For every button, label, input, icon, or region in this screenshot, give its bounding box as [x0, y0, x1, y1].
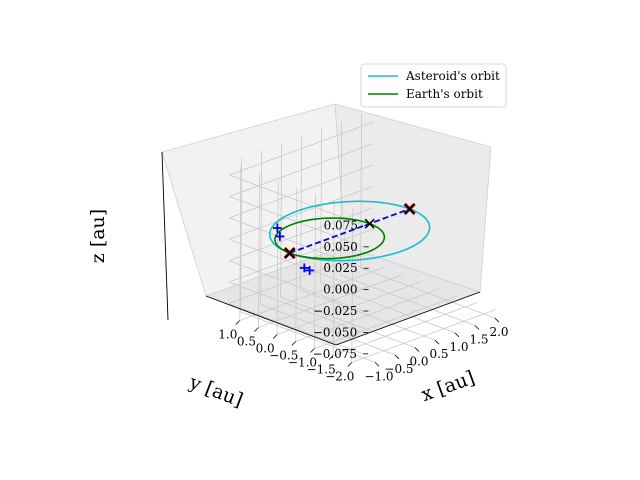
- x-tick-label: 0.5: [429, 347, 448, 361]
- plus-marker: [299, 263, 309, 273]
- z-tick-label: −0.075: [313, 347, 357, 361]
- legend-label-asteroid: Asteroid's orbit: [405, 69, 500, 83]
- y-tick-mark: [328, 355, 334, 360]
- y-tick-label: −2.0: [325, 369, 354, 383]
- x-tick-label: 1.5: [469, 333, 488, 347]
- x-axis-label: x [au]: [418, 367, 477, 407]
- plus-marker: [275, 231, 285, 241]
- x-tick-mark: [494, 317, 500, 323]
- grid-line-z-right: [228, 250, 373, 304]
- grid-line-y-floor: [258, 274, 403, 328]
- x-marker: [404, 203, 415, 214]
- grid-line-z-left: [229, 196, 364, 248]
- x-tick-mark: [434, 339, 440, 345]
- z-tick-label: 0.025: [323, 261, 357, 275]
- grid-line-y-floor: [314, 295, 459, 349]
- transfer-line: [289, 208, 410, 254]
- grid-line-z-right: [229, 143, 374, 197]
- z-tick-label: −0.050: [313, 325, 357, 339]
- grid-line-z-right: [229, 121, 374, 176]
- z-tick-label: 0.000: [323, 283, 357, 297]
- y-tick-mark: [310, 348, 315, 353]
- x-tick-mark: [474, 325, 480, 330]
- grid-line-y-floor: [295, 288, 440, 342]
- x-tick-label: 2.0: [489, 325, 508, 339]
- grid-line-y-floor: [332, 302, 478, 356]
- y-axis-label: y [au]: [186, 371, 246, 412]
- x-tick-mark: [394, 354, 400, 360]
- legend-box: [360, 63, 507, 108]
- y-tick-label: 1.0: [218, 327, 237, 341]
- x-tick-mark: [454, 332, 460, 338]
- z-axis-line: [161, 151, 169, 321]
- z-tick-label: −0.025: [313, 304, 357, 318]
- y-tick-label: 0.5: [237, 334, 256, 348]
- legend-label-earth: Earth's orbit: [406, 87, 483, 101]
- y-tick-mark: [272, 334, 278, 339]
- y-tick-mark: [291, 341, 297, 346]
- grid-line-z-left: [228, 260, 364, 312]
- x-tick-label: −1.0: [364, 369, 393, 383]
- grid-line-z-left: [229, 238, 364, 291]
- grid-line-y-floor: [351, 309, 496, 363]
- y-tick-mark: [254, 327, 259, 332]
- y-tick-mark: [235, 320, 241, 325]
- grid-line-y-floor: [277, 281, 422, 335]
- legend: Asteroid's orbit Earth's orbit: [360, 63, 507, 108]
- grid-line-y-floor: [239, 267, 384, 321]
- plus-marker: [305, 265, 315, 275]
- x-tick-label: −0.5: [384, 362, 413, 376]
- z-axis-label: z [au]: [87, 209, 109, 263]
- y-tick-label: −1.0: [288, 355, 317, 369]
- x-tick-mark: [374, 361, 380, 367]
- plot-area: [268, 200, 431, 275]
- y-tick-label: 0.0: [256, 341, 275, 355]
- grid-line-z-left: [228, 281, 364, 333]
- y-axis-line: [205, 295, 337, 346]
- plus-marker: [272, 223, 282, 233]
- axis-ticks: 0.0750.0500.0250.000−0.025−0.050−0.075−1…: [218, 218, 508, 383]
- y-tick-label: −1.5: [307, 362, 336, 376]
- z-tick-label: 0.050: [323, 240, 357, 254]
- grid-line-z-right: [229, 164, 374, 219]
- grid-line-z-left: [229, 174, 365, 226]
- grid-line-z-right: [228, 207, 374, 262]
- y-tick-label: −0.5: [269, 348, 298, 362]
- x-tick-label: 0.0: [409, 355, 428, 369]
- z-tick-label: 0.075: [324, 218, 358, 232]
- axis-lines: [161, 151, 481, 346]
- x-marker: [364, 218, 375, 229]
- x-axis-line: [335, 291, 481, 346]
- y-tick-mark: [347, 362, 353, 367]
- grid-line-z-left: [228, 303, 364, 355]
- x-tick-label: 1.0: [449, 340, 468, 354]
- x-tick-mark: [414, 347, 420, 352]
- x-marker: [284, 247, 295, 259]
- grid-line-z-right: [229, 185, 374, 240]
